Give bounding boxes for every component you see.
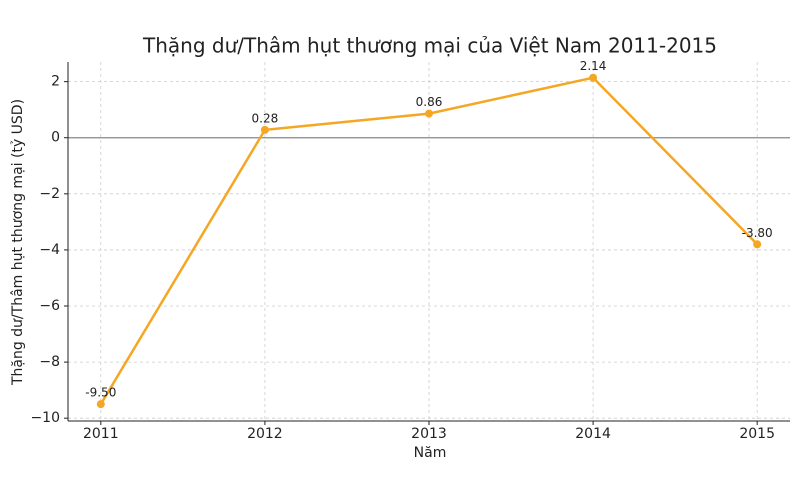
value-label: 2.14 — [580, 59, 607, 73]
value-label: 0.28 — [252, 111, 279, 125]
x-tick-label: 2014 — [575, 426, 611, 442]
y-tick-label: −6 — [39, 298, 60, 314]
x-tick-label: 2012 — [247, 426, 283, 442]
y-tick-label: 0 — [51, 130, 60, 146]
point — [425, 109, 433, 118]
point — [589, 73, 598, 82]
y-axis-label: Thặng dư/Thâm hụt thương mại (tỷ USD) — [10, 99, 26, 386]
x-axis-label: Năm — [414, 445, 447, 461]
x-tick-label: 2015 — [739, 426, 775, 442]
point — [260, 125, 269, 134]
y-tick-label: −8 — [39, 354, 60, 370]
y-tick-label: 2 — [51, 74, 60, 90]
y-tick-label: −10 — [30, 410, 60, 426]
value-label: -3.80 — [742, 226, 773, 240]
point — [96, 400, 105, 409]
x-tick-label: 2013 — [411, 426, 447, 442]
value-label: -9.50 — [85, 386, 116, 400]
x-tick-label: 2011 — [83, 426, 119, 442]
value-label: 0.86 — [416, 95, 443, 109]
y-tick-label: −4 — [39, 242, 60, 258]
line — [99, 76, 759, 405]
chart-title: Thặng dư/Thâm hụt thương mại của Việt Na… — [142, 34, 717, 58]
point — [753, 240, 762, 249]
y-tick-label: −2 — [39, 186, 60, 202]
